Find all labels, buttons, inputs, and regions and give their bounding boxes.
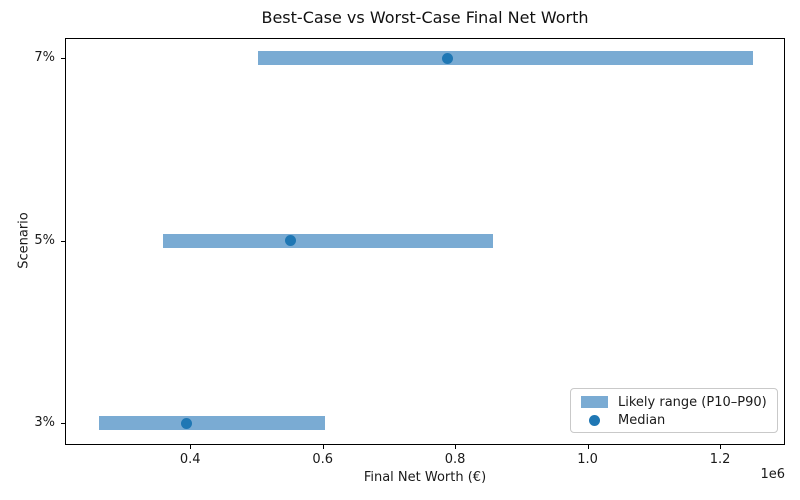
- y-axis-label: Scenario: [16, 212, 32, 269]
- x-tick-label: 1.2: [709, 452, 731, 467]
- median-dot: [181, 417, 193, 429]
- x-axis-offset-text: 1e6: [760, 467, 785, 482]
- legend-range-label: Likely range (P10–P90): [618, 394, 767, 410]
- range-swatch: [581, 396, 608, 408]
- median-dot-swatch: [589, 414, 600, 426]
- x-tick-label: 0.4: [179, 452, 201, 467]
- x-tick-mark: [190, 445, 192, 449]
- x-tick-mark: [322, 445, 324, 449]
- range-bar: [98, 416, 325, 430]
- legend: Likely range (P10–P90) Median: [570, 388, 778, 433]
- median-dot: [284, 235, 296, 246]
- x-tick-label: 0.6: [312, 452, 333, 467]
- y-tick-mark: [61, 240, 65, 242]
- y-tick-label: 3%: [34, 415, 55, 430]
- x-tick-mark: [455, 445, 457, 449]
- x-tick-label: 0.8: [444, 452, 466, 467]
- range-bar: [257, 51, 754, 65]
- y-tick-label: 5%: [34, 232, 55, 248]
- legend-entry-median: Median: [581, 411, 769, 429]
- median-dot: [441, 52, 453, 64]
- y-tick-label: 7%: [34, 50, 55, 65]
- range-bar: [163, 233, 493, 248]
- x-tick-label: 1.0: [577, 452, 598, 467]
- legend-median-label: Median: [618, 412, 666, 428]
- legend-entry-range: Likely range (P10–P90): [581, 393, 769, 411]
- x-axis-label: Final Net Worth (€): [363, 470, 487, 485]
- y-tick-mark: [61, 58, 65, 59]
- chart-title: Best-Case vs Worst-Case Final Net Worth: [261, 8, 589, 27]
- x-tick-mark: [587, 445, 589, 449]
- y-tick-mark: [61, 423, 65, 424]
- x-tick-mark: [720, 445, 722, 449]
